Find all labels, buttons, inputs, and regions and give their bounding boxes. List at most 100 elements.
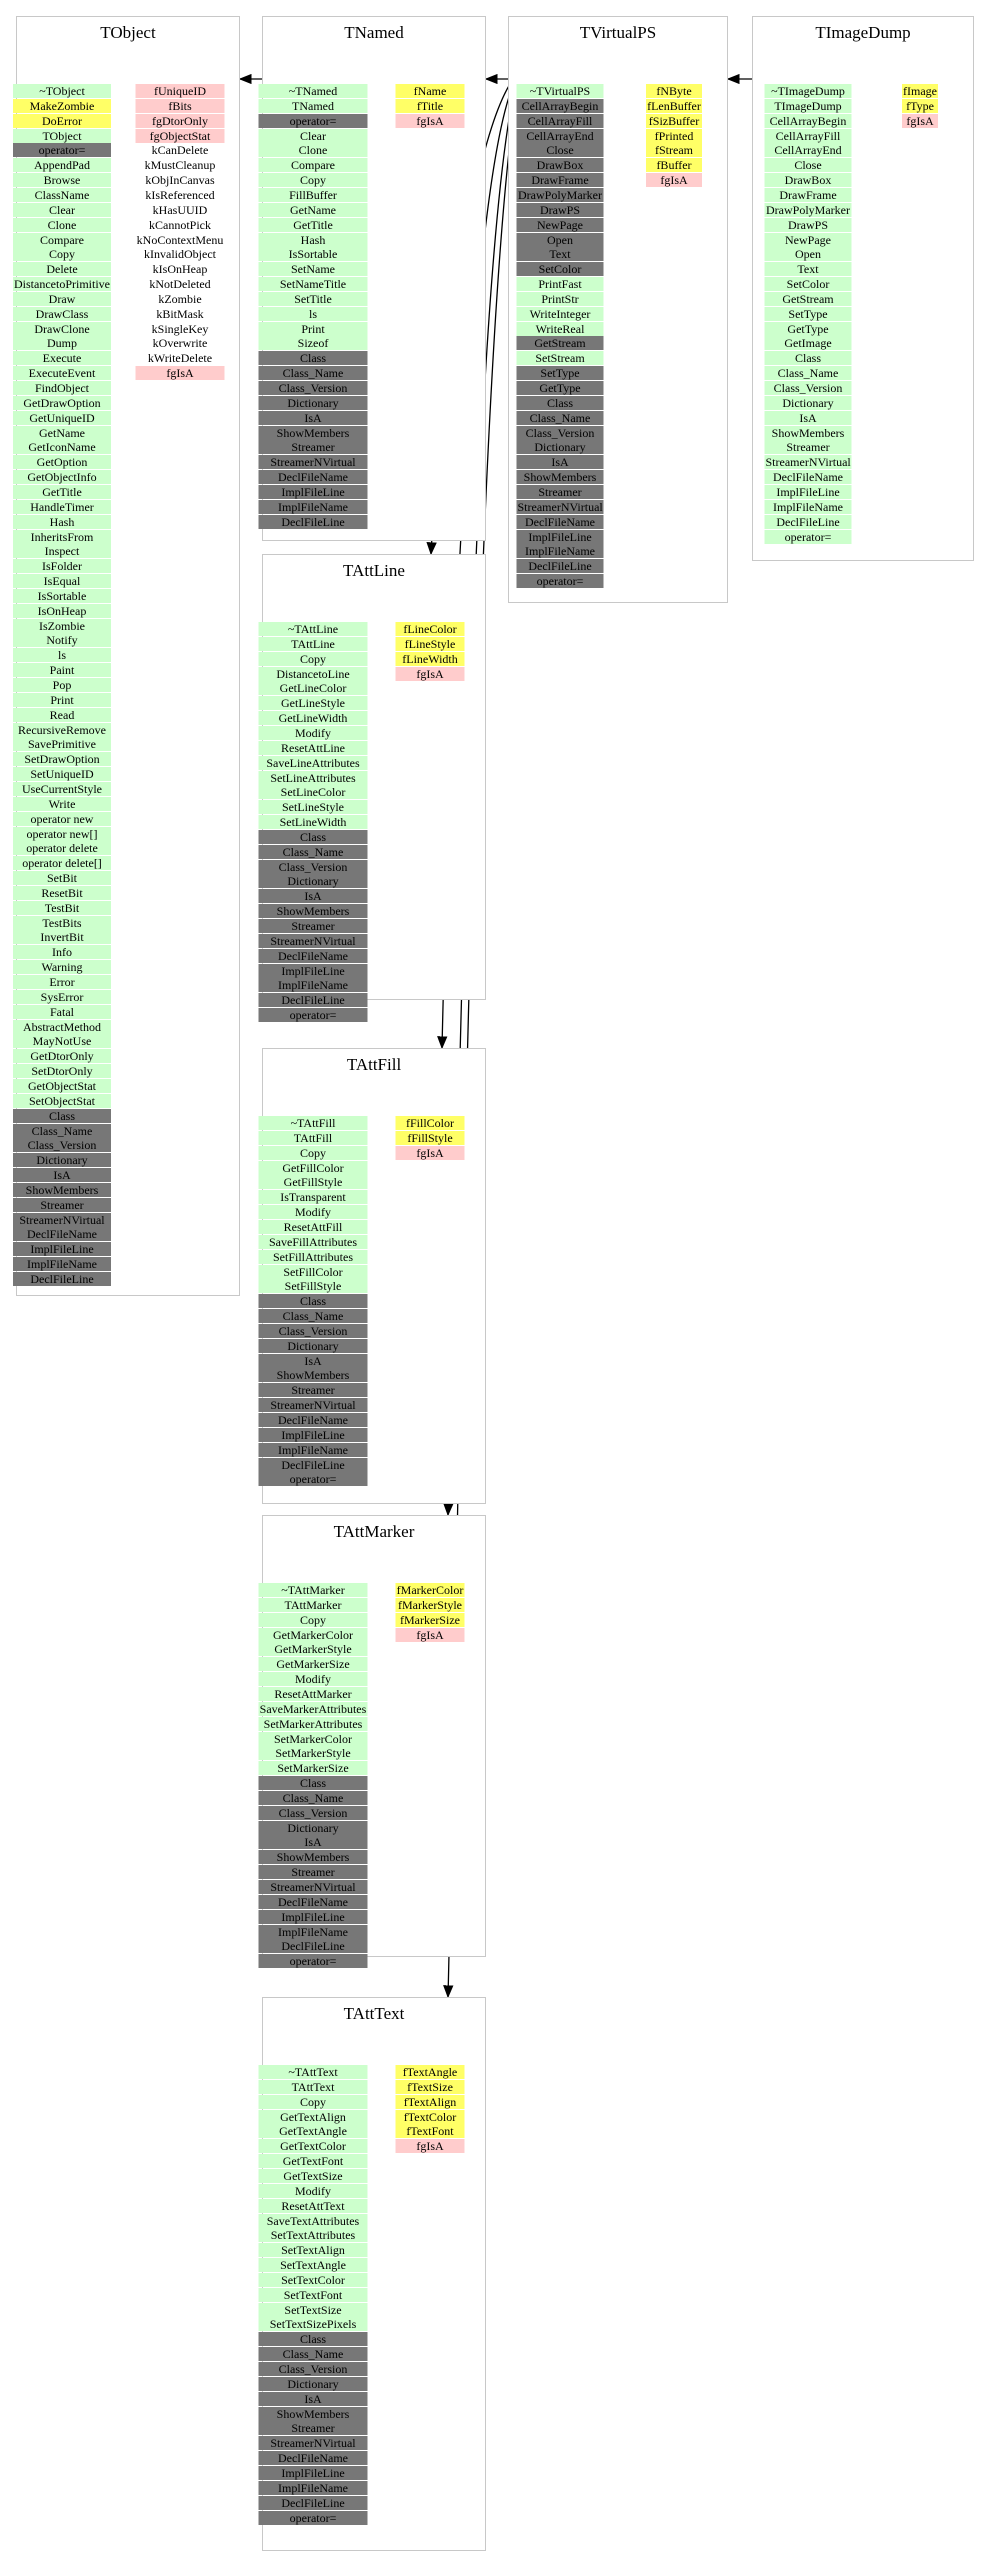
method-entry: UseCurrentStyle — [13, 781, 111, 796]
method-entry: Class_Version — [258, 381, 368, 395]
method-entry: Inspect — [13, 544, 111, 559]
method-entry: NewPage — [764, 232, 852, 247]
method-entry: IsA — [13, 1168, 111, 1183]
method-entry: Copy — [258, 1145, 368, 1160]
method-entry: GetMarkerColor — [258, 1627, 368, 1642]
class-title: TAttText — [343, 2004, 405, 2023]
method-entry: ShowMembers — [258, 2406, 368, 2421]
method-entry: SetLineWidth — [258, 815, 368, 830]
method-entry: ResetAttMarker — [258, 1686, 368, 1701]
method-entry: SetLineAttributes — [258, 770, 368, 785]
method-entry: TestBit — [13, 900, 111, 915]
method-entry: GetDtorOnly — [13, 1049, 111, 1064]
method-entry: GetTextSize — [258, 2168, 368, 2183]
field-entry: fBuffer — [646, 158, 702, 173]
method-entry: WriteInteger — [516, 306, 604, 321]
method-entry: ls — [13, 648, 111, 663]
method-entry: ShowMembers — [13, 1182, 111, 1197]
method-entry: ImplFileLine — [258, 2465, 368, 2480]
method-entry: Close — [516, 143, 604, 158]
method-entry: DrawFrame — [516, 173, 604, 188]
method-entry: ImplFileLine — [258, 484, 368, 499]
method-entry: Streamer — [258, 2421, 368, 2436]
field-entry: fLenBuffer — [646, 98, 702, 113]
method-entry: SetUniqueID — [13, 767, 111, 782]
method-entry: Sizeof — [258, 336, 368, 351]
method-entry: Open — [764, 247, 852, 262]
method-entry: DoError — [13, 113, 111, 128]
field-entry: fStream — [646, 143, 702, 158]
field-entry: kWriteDelete — [147, 351, 213, 366]
method-entry: SetMarkerStyle — [258, 1746, 368, 1761]
method-entry: Dictionary — [258, 874, 368, 889]
method-entry: ShowMembers — [258, 1368, 368, 1383]
method-entry: Class — [258, 829, 368, 844]
method-entry: DeclFileLine — [258, 514, 368, 529]
method-entry: Hash — [13, 514, 111, 529]
method-entry: GetFillStyle — [258, 1175, 368, 1190]
method-entry: Clone — [13, 217, 111, 232]
field-entry: fUniqueID — [135, 84, 225, 98]
method-entry: SetBit — [13, 871, 111, 886]
method-entry: ImplFileName — [258, 1924, 368, 1939]
method-entry: DeclFileLine — [13, 1272, 111, 1286]
method-entry: SetDtorOnly — [13, 1064, 111, 1079]
method-entry: GetIconName — [13, 440, 111, 455]
method-entry: IsA — [516, 455, 604, 470]
method-entry: TAttLine — [258, 636, 368, 651]
method-entry: SetFillStyle — [258, 1279, 368, 1294]
method-entry: Modify — [258, 2183, 368, 2198]
method-entry: ShowMembers — [258, 904, 368, 919]
method-entry: IsA — [258, 1353, 368, 1368]
method-entry: DeclFileName — [258, 948, 368, 963]
field-entry: fTextFont — [395, 2124, 465, 2139]
method-entry: operator= — [258, 2510, 368, 2525]
method-entry: Streamer — [764, 440, 852, 455]
method-entry: Class_Version — [258, 2362, 368, 2376]
method-entry: Copy — [258, 173, 368, 188]
method-entry: Clone — [258, 143, 368, 158]
method-entry: operator= — [258, 1008, 368, 1023]
method-entry: CellArrayBegin — [764, 113, 852, 128]
method-entry: Print — [258, 321, 368, 336]
method-entry: MakeZombie — [13, 98, 111, 113]
class-title: TImageDump — [815, 23, 911, 42]
field-entry: fgIsA — [395, 1627, 465, 1642]
method-entry: Write — [13, 796, 111, 811]
method-entry: DrawPS — [516, 202, 604, 217]
method-entry: SetFillAttributes — [258, 1249, 368, 1264]
method-entry: Dictionary — [258, 395, 368, 410]
method-entry: GetStream — [764, 291, 852, 306]
method-entry: operator= — [258, 1472, 368, 1487]
method-entry: Class — [258, 2332, 368, 2347]
field-entry: fName — [395, 84, 465, 98]
class-title: TAttMarker — [333, 1522, 415, 1541]
method-entry: IsZombie — [13, 618, 111, 633]
field-entry: kInvalidObject — [144, 247, 216, 262]
method-entry: TAttFill — [258, 1130, 368, 1145]
method-entry: Dump — [13, 336, 111, 351]
method-entry: StreamerNVirtual — [258, 1398, 368, 1413]
field-entry: kZombie — [158, 291, 202, 306]
method-entry: DeclFileLine — [258, 1457, 368, 1472]
method-entry: SetMarkerSize — [258, 1761, 368, 1776]
field-entry: kBitMask — [156, 306, 204, 321]
method-entry: StreamerNVirtual — [258, 2436, 368, 2451]
method-entry: SetType — [764, 306, 852, 321]
method-entry: ImplFileName — [516, 544, 604, 559]
method-entry: IsA — [764, 410, 852, 425]
field-entry: fTextSize — [395, 2079, 465, 2094]
method-entry: SetObjectStat — [13, 1093, 111, 1108]
method-entry: IsSortable — [13, 588, 111, 603]
method-entry: SetType — [516, 366, 604, 381]
method-entry: DeclFileLine — [764, 514, 852, 529]
method-entry: DeclFileName — [258, 2451, 368, 2466]
method-entry: ~TAttText — [258, 2065, 368, 2079]
method-entry: ImplFileLine — [258, 963, 368, 978]
method-entry: SetName — [258, 262, 368, 277]
method-entry: GetName — [258, 202, 368, 217]
method-entry: Modify — [258, 1672, 368, 1687]
method-entry: DeclFileLine — [516, 559, 604, 574]
method-entry: ShowMembers — [258, 1850, 368, 1865]
field-entry: kNoContextMenu — [136, 232, 224, 247]
